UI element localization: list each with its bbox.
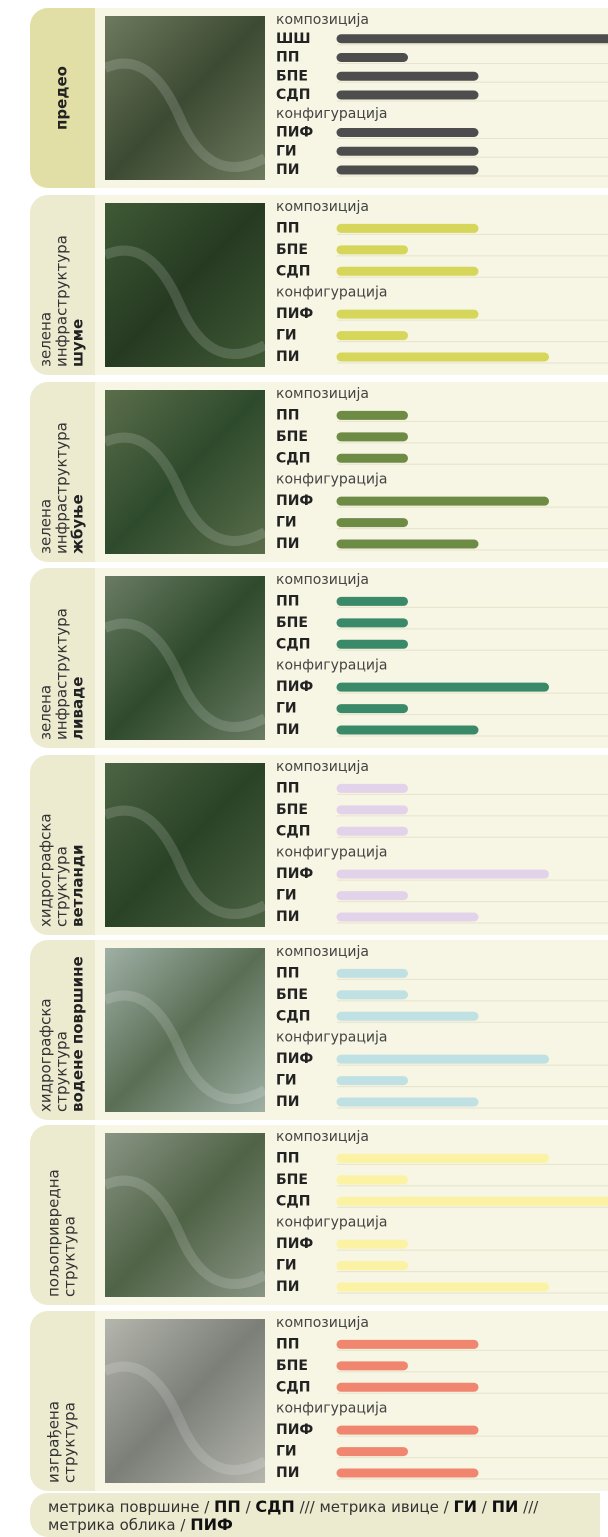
satellite-image — [105, 390, 265, 554]
metric-label: ПИФ — [276, 679, 313, 695]
panel-label: структура — [61, 1216, 79, 1297]
metric-label: БПЕ — [276, 1358, 308, 1374]
metric-label: ПИФ — [276, 866, 313, 882]
metric-label: ПИ — [276, 722, 299, 738]
metric-label: БПЕ — [276, 802, 308, 818]
satellite-image — [105, 1319, 265, 1483]
metric-label: ПП — [276, 965, 299, 981]
metric-label: ГИ — [276, 1073, 297, 1089]
metric-label: ГИ — [276, 143, 297, 159]
group-title: конфигурација — [276, 106, 387, 122]
metric-label: ГИ — [276, 701, 297, 717]
panel-label-bold: ливаде — [69, 677, 87, 740]
page: предео композиција ШШ ПП БПЕ СДП конфигурација… — [0, 0, 608, 1537]
metric-label: ПИФ — [276, 493, 313, 509]
metric-label: ПП — [276, 593, 299, 609]
metric-label: ГИ — [276, 1444, 297, 1460]
satellite-image — [105, 1133, 265, 1297]
panel-label-bold: жбуње — [69, 494, 87, 554]
footer-text: / — [477, 1498, 492, 1516]
panel-label-bold: водене површине — [69, 956, 87, 1112]
metric-label: БПЕ — [276, 68, 308, 84]
panel-label-bold: предео — [53, 66, 71, 130]
metric-label: СДП — [276, 450, 310, 466]
metric-label: СДП — [276, 1008, 310, 1024]
metric-label: СДП — [276, 1379, 310, 1395]
group-title: композиција — [276, 759, 369, 775]
panel-label-bold: шуме — [69, 319, 87, 367]
group-title: конфигурација — [276, 1030, 387, 1046]
legend-footer: метрика површине / ПП / СДП /// метрика … — [30, 1493, 600, 1537]
abbreviation: ПП — [214, 1497, 241, 1516]
metric-label: БПЕ — [276, 242, 308, 258]
abbreviation: ПИ — [492, 1497, 519, 1516]
metric-label: ГИ — [276, 888, 297, 904]
panel-label-bold: ветланди — [69, 845, 87, 927]
metric-label: ПИФ — [276, 1422, 313, 1438]
group-title: композиција — [276, 199, 369, 215]
abbreviation: СДП — [255, 1497, 294, 1516]
metric-label: ГИ — [276, 328, 297, 344]
metric-label: ПИ — [276, 1465, 299, 1481]
metric-label: СДП — [276, 823, 310, 839]
metric-label: ПИФ — [276, 1236, 313, 1252]
metric-label: ПП — [276, 780, 299, 796]
abbreviation: ПИФ — [190, 1515, 233, 1534]
metric-label: ПИ — [276, 162, 299, 178]
metric-label: БПЕ — [276, 429, 308, 445]
panel-label: структура — [61, 1402, 79, 1483]
group-title: композиција — [276, 572, 369, 588]
metric-label: БПЕ — [276, 615, 308, 631]
metric-label: ПИФ — [276, 306, 313, 322]
metric-label: ШШ — [276, 31, 311, 47]
group-title: конфигурација — [276, 472, 387, 488]
footer-text: /// метрика ивице / — [295, 1498, 454, 1516]
metric-label: БПЕ — [276, 987, 308, 1003]
satellite-image — [105, 203, 265, 367]
metric-label: ПИ — [276, 536, 299, 552]
group-title: конфигурација — [276, 1215, 387, 1231]
metric-label: СДП — [276, 636, 310, 652]
metric-label: ГИ — [276, 1258, 297, 1274]
group-title: конфигурација — [276, 845, 387, 861]
footer-text: метрика површине / — [48, 1498, 214, 1516]
metric-label: СДП — [276, 87, 310, 103]
metric-label: ПП — [276, 50, 299, 66]
metric-label: ПИ — [276, 349, 299, 365]
metric-label: СДП — [276, 1193, 310, 1209]
group-title: композиција — [276, 944, 369, 960]
metric-label: ПП — [276, 1336, 299, 1352]
satellite-image — [105, 576, 265, 740]
metric-label: ПП — [276, 1150, 299, 1166]
metric-label: ПИ — [276, 1279, 299, 1295]
group-title: композиција — [276, 1129, 369, 1145]
footer-text: / — [241, 1498, 256, 1516]
metric-label: ПИ — [276, 909, 299, 925]
metric-label: СДП — [276, 263, 310, 279]
satellite-image — [105, 948, 265, 1112]
satellite-image — [105, 763, 265, 927]
group-title: конфигурација — [276, 285, 387, 301]
metric-label: ПП — [276, 220, 299, 236]
group-title: композиција — [276, 1315, 369, 1331]
satellite-image — [105, 16, 265, 180]
metric-label: ПИФ — [276, 1051, 313, 1067]
group-title: композиција — [276, 12, 369, 28]
abbreviation: ГИ — [453, 1497, 477, 1516]
group-title: конфигурација — [276, 1401, 387, 1417]
metric-label: ПИФ — [276, 125, 313, 141]
metric-label: ПИ — [276, 1094, 299, 1110]
metric-label: БПЕ — [276, 1172, 308, 1188]
group-title: конфигурација — [276, 658, 387, 674]
group-title: композиција — [276, 386, 369, 402]
infographic: предео композиција ШШ ПП БПЕ СДП конфигурација… — [0, 0, 608, 1493]
metric-label: ГИ — [276, 515, 297, 531]
metric-label: ПП — [276, 407, 299, 423]
